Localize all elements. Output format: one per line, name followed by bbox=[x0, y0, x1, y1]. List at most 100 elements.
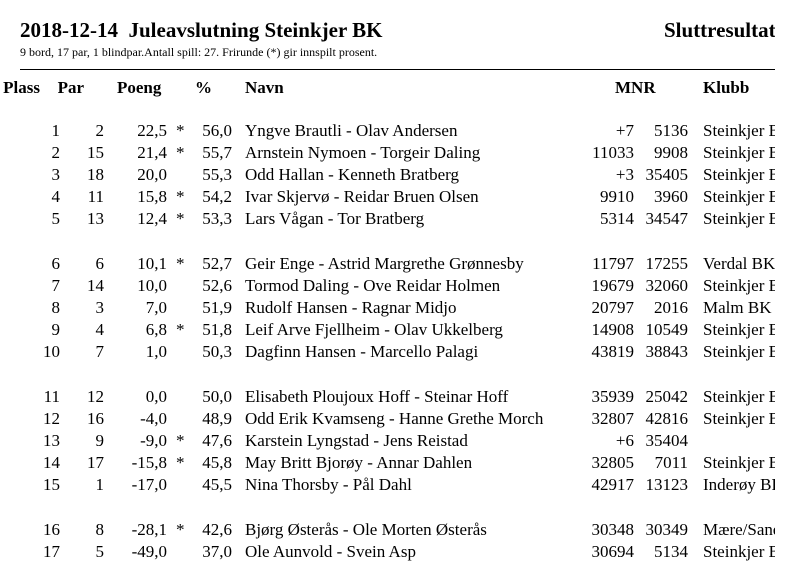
table-row: 2 15 21,4 * 55,7 Arnstein Nymoen - Torgeir Da… bbox=[0, 143, 776, 165]
cell-m2: 3960 bbox=[654, 187, 688, 206]
cell-klubb: Steinkjer BK bbox=[703, 542, 775, 561]
table-row: 14 17 -15,8 * 45,8 May Britt Bjorøy - Annar D… bbox=[0, 453, 775, 475]
cell-plass: 6 bbox=[51, 254, 61, 273]
cell-poeng: -4,0 bbox=[140, 409, 167, 428]
cell-star: * bbox=[176, 320, 185, 339]
cell-m1: 30694 bbox=[591, 542, 635, 561]
col-navn: Navn bbox=[245, 78, 284, 97]
cell-pct: 51,9 bbox=[202, 298, 232, 317]
cell-klubb: Steinkjer BK bbox=[703, 320, 775, 339]
cell-navn: Lars Vågan - Tor Bratberg bbox=[245, 209, 425, 228]
cell-klubb: Inderøy BK bbox=[703, 475, 775, 494]
cell-plass: 7 bbox=[51, 276, 61, 295]
col-plass: Plass bbox=[3, 78, 40, 97]
cell-poeng: 10,0 bbox=[137, 276, 167, 295]
cell-m1: 11033 bbox=[592, 143, 634, 162]
table-row: 7 14 10,0 52,6 Tormod Daling - Ove Reidar Ho… bbox=[0, 276, 776, 298]
cell-m1: 42917 bbox=[591, 475, 635, 494]
cell-plass: 10 bbox=[43, 342, 60, 361]
cell-poeng: 0,0 bbox=[145, 387, 167, 406]
cell-navn: Leif Arve Fjellheim - Olav Ukkelberg bbox=[245, 320, 503, 339]
cell-navn: Nina Thorsby - Pål Dahl bbox=[245, 475, 412, 494]
cell-m1: 43819 bbox=[591, 342, 635, 361]
cell-klubb: Steinkjer BK bbox=[703, 187, 775, 206]
cell-m1: 30348 bbox=[591, 520, 635, 539]
col-pct: % bbox=[195, 78, 212, 97]
cell-poeng: 10,1 bbox=[137, 254, 167, 273]
cell-pct: 45,8 bbox=[202, 453, 232, 472]
cell-par: 16 bbox=[87, 409, 104, 428]
cell-pct: 52,6 bbox=[202, 276, 232, 295]
cell-m2: 34547 bbox=[645, 209, 689, 228]
cell-poeng: -15,8 bbox=[131, 453, 167, 472]
cell-navn: Arnstein Nymoen - Torgeir Daling bbox=[245, 143, 481, 162]
cell-m1: +3 bbox=[615, 165, 634, 184]
cell-poeng: -28,1 bbox=[131, 520, 167, 539]
cell-klubb: Steinkjer BK bbox=[703, 165, 775, 184]
cell-star: * bbox=[176, 209, 185, 228]
results-page: 2018-12-14 Juleavslutning Steinkjer BK S… bbox=[0, 18, 776, 561]
cell-klubb: Malm BK bbox=[703, 298, 772, 317]
cell-plass: 13 bbox=[43, 431, 60, 450]
cell-pct: 55,3 bbox=[202, 165, 232, 184]
cell-navn: Geir Enge - Astrid Margrethe Grønnesby bbox=[245, 254, 524, 273]
table-row: 13 9 -9,0 * 47,6 Karstein Lyngstad - Jens Rei… bbox=[0, 431, 775, 453]
cell-m2: 30349 bbox=[645, 520, 689, 539]
cell-par: 8 bbox=[95, 520, 105, 539]
cell-m2: 35404 bbox=[645, 431, 689, 450]
cell-m1: 32807 bbox=[591, 409, 635, 428]
table-row: 15 1 -17,0 45,5 Nina Thorsby - Pål Dahl 42917… bbox=[0, 475, 775, 497]
cell-plass: 1 bbox=[51, 121, 61, 140]
cell-klubb: Steinkjer BK bbox=[703, 209, 775, 228]
cell-par: 9 bbox=[95, 431, 105, 450]
table-row: 9 4 6,8 * 51,8 Leif Arve Fjellheim - Olav Ukk… bbox=[0, 320, 776, 342]
cell-poeng: 6,8 bbox=[145, 320, 167, 339]
cell-plass: 16 bbox=[43, 520, 60, 539]
cell-m2: 35405 bbox=[645, 165, 689, 184]
cell-plass: 12 bbox=[43, 409, 60, 428]
cell-par: 1 bbox=[95, 475, 105, 494]
cell-klubb: Steinkjer BK bbox=[703, 342, 775, 361]
table-row: 1 2 22,5 * 56,0 Yngve Brautli - Olav Andersen… bbox=[0, 121, 776, 143]
table-row: 12 16 -4,0 48,9 Odd Erik Kvamseng - Hanne Gr… bbox=[0, 409, 775, 431]
cell-klubb: Verdal BK bbox=[703, 254, 775, 273]
cell-pct: 50,0 bbox=[202, 387, 232, 406]
subtitle: 9 bord, 17 par, 1 blindpar.Antall spill:… bbox=[20, 45, 378, 59]
cell-m1: +7 bbox=[615, 121, 634, 140]
cell-star: * bbox=[176, 121, 185, 140]
cell-par: 4 bbox=[95, 320, 105, 339]
cell-par: 6 bbox=[95, 254, 105, 273]
col-par: Par bbox=[57, 78, 84, 97]
cell-m1: 35939 bbox=[591, 387, 635, 406]
cell-poeng: 12,4 bbox=[137, 209, 167, 228]
cell-m1: 11797 bbox=[592, 254, 634, 273]
cell-navn: Tormod Daling - Ove Reidar Holmen bbox=[245, 276, 501, 295]
cell-par: 2 bbox=[95, 121, 105, 140]
cell-m1: +6 bbox=[615, 431, 634, 450]
cell-plass: 5 bbox=[51, 209, 61, 228]
cell-m2: 17255 bbox=[645, 254, 689, 273]
cell-klubb: Steinkjer BK bbox=[703, 387, 775, 406]
cell-m1: 19679 bbox=[591, 276, 635, 295]
cell-klubb: Steinkjer BK bbox=[703, 276, 775, 295]
cell-m1: 14908 bbox=[591, 320, 635, 339]
cell-plass: 2 bbox=[51, 143, 61, 162]
cell-pct: 45,5 bbox=[202, 475, 232, 494]
cell-plass: 3 bbox=[51, 165, 61, 184]
cell-navn: Karstein Lyngstad - Jens Reistad bbox=[245, 431, 468, 450]
cell-m1: 9910 bbox=[600, 187, 634, 206]
col-klubb: Klubb bbox=[703, 78, 750, 97]
cell-plass: 15 bbox=[43, 475, 60, 494]
cell-par: 13 bbox=[87, 209, 104, 228]
cell-poeng: 20,0 bbox=[137, 165, 167, 184]
cell-par: 3 bbox=[95, 298, 105, 317]
cell-par: 17 bbox=[87, 453, 104, 472]
cell-m2: 5134 bbox=[654, 542, 688, 561]
cell-par: 11 bbox=[87, 187, 104, 206]
cell-star: * bbox=[176, 431, 185, 450]
cell-pct: 54,2 bbox=[202, 187, 232, 206]
cell-m2: 9908 bbox=[654, 143, 688, 162]
cell-poeng: 7,0 bbox=[145, 298, 167, 317]
cell-navn: Odd Hallan - Kenneth Bratberg bbox=[245, 165, 460, 184]
cell-m2: 13123 bbox=[645, 475, 689, 494]
